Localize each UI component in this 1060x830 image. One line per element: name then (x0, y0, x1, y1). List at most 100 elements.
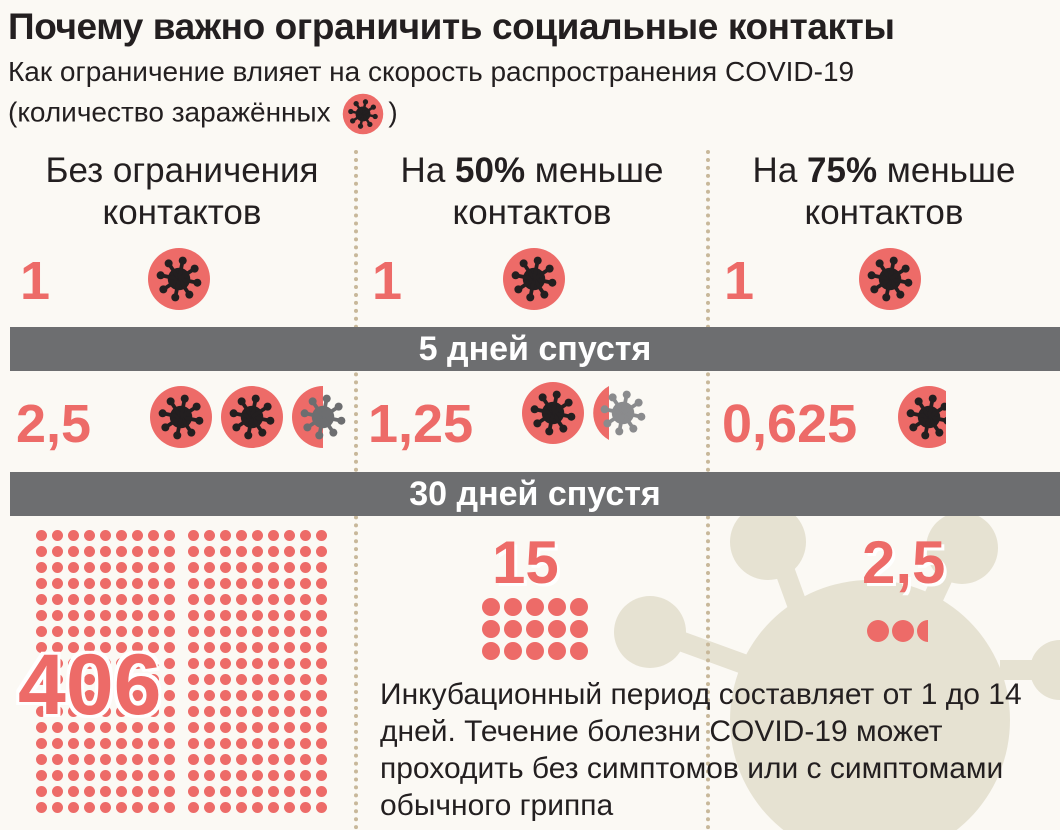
infected-dot (100, 562, 111, 573)
infected-dot (100, 802, 111, 813)
infected-dot (204, 706, 215, 717)
infected-dot (164, 786, 175, 797)
infected-dot (316, 786, 327, 797)
infected-dot (116, 610, 127, 621)
column-header-pre: На (752, 151, 808, 190)
infected-dot (52, 578, 63, 589)
infected-dot (220, 530, 231, 541)
infected-dot (316, 594, 327, 605)
infected-dot (504, 620, 522, 638)
infected-dot (220, 594, 231, 605)
column-header-line: контактов (452, 193, 612, 232)
infected-dot (188, 754, 199, 765)
infected-dot (52, 770, 63, 781)
infected-dot (268, 610, 279, 621)
infected-dot (148, 562, 159, 573)
infected-dot (548, 620, 566, 638)
infected-dot (148, 722, 159, 733)
infected-dot (36, 658, 47, 669)
infected-dot (284, 658, 295, 669)
infected-dot (316, 578, 327, 589)
day5-count-3: 0,625 (722, 394, 858, 454)
infected-dot (116, 642, 127, 653)
infected-dot-grid-right (188, 530, 327, 813)
infected-dot (236, 610, 247, 621)
infected-dot (132, 546, 143, 557)
infected-dot (252, 562, 263, 573)
infected-dot (236, 802, 247, 813)
infected-dot (188, 562, 199, 573)
infected-dot (236, 578, 247, 589)
infected-dot (164, 674, 175, 685)
quarter-virus-icon (593, 386, 646, 440)
infected-dot (52, 594, 63, 605)
infected-dot (268, 786, 279, 797)
infected-dot-grid-50 (482, 598, 588, 660)
infected-dot (100, 594, 111, 605)
infected-dot (116, 578, 127, 589)
infected-dot (570, 598, 588, 616)
infected-dot (116, 802, 127, 813)
infected-dot (68, 594, 79, 605)
infected-dot (84, 786, 95, 797)
infected-dot (268, 674, 279, 685)
infected-dot (116, 770, 127, 781)
infected-dot (236, 530, 247, 541)
infected-dot (132, 754, 143, 765)
infected-dot (116, 738, 127, 749)
infected-dots-75 (867, 620, 928, 642)
infected-dot (116, 722, 127, 733)
day5-count-1: 2,5 (16, 394, 92, 454)
infected-dot (300, 578, 311, 589)
infected-dot (132, 738, 143, 749)
infected-dot (268, 642, 279, 653)
infected-dot (132, 530, 143, 541)
infected-dot (204, 610, 215, 621)
infected-dot (284, 738, 295, 749)
infected-dot (132, 802, 143, 813)
infected-dot (84, 610, 95, 621)
infected-dot (284, 770, 295, 781)
infected-dot (236, 594, 247, 605)
infected-dot (36, 722, 47, 733)
infected-dot (84, 642, 95, 653)
infected-dot (36, 578, 47, 589)
infected-dot (526, 642, 544, 660)
infected-dot (116, 658, 127, 669)
infected-dot (204, 770, 215, 781)
infected-dot (188, 578, 199, 589)
infected-dot (84, 626, 95, 637)
infected-dot (204, 802, 215, 813)
infected-dot (570, 642, 588, 660)
initial-count-1: 1 (20, 251, 51, 311)
infected-dot (68, 626, 79, 637)
infected-dot (482, 598, 500, 616)
infected-dot (236, 754, 247, 765)
infected-dot (116, 530, 127, 541)
infected-dot (132, 626, 143, 637)
infected-dot (220, 786, 231, 797)
infected-dot (164, 770, 175, 781)
infected-dot (84, 674, 95, 685)
infected-dot (84, 594, 95, 605)
infected-dot (236, 546, 247, 557)
infected-dot-grid-left (36, 530, 175, 813)
infected-dot (220, 626, 231, 637)
column-header-percent: 75% (807, 151, 878, 190)
infected-dot (220, 738, 231, 749)
infected-dot (316, 674, 327, 685)
infected-dot (236, 770, 247, 781)
subtitle-line-2-after: ) (388, 96, 398, 128)
infected-dot (52, 722, 63, 733)
half-virus-icon (292, 386, 346, 448)
infected-dot (52, 738, 63, 749)
infected-dot (52, 626, 63, 637)
infected-dot (316, 658, 327, 669)
infected-dot (68, 546, 79, 557)
infected-dot (116, 754, 127, 765)
infected-dot (100, 722, 111, 733)
infected-dot (52, 562, 63, 573)
infected-dot (268, 546, 279, 557)
infected-dot (148, 802, 159, 813)
infected-dot (116, 546, 127, 557)
